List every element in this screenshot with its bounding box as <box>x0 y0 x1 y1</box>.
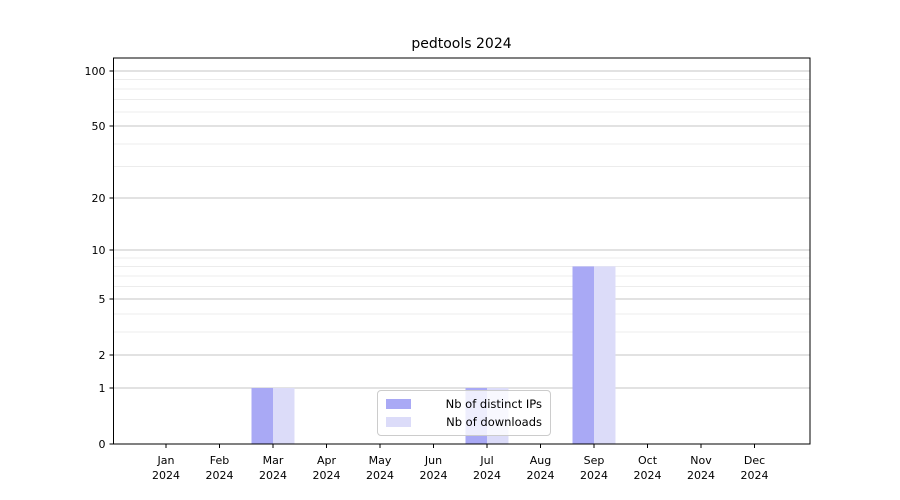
x-tick-label-month: Jun <box>424 454 442 467</box>
x-tick-label-year: 2024 <box>206 469 234 482</box>
legend-item-downloads: Nb of downloads <box>386 413 542 431</box>
x-tick-label-year: 2024 <box>741 469 769 482</box>
y-tick-label: 0 <box>99 438 106 451</box>
x-tick-label-year: 2024 <box>152 469 180 482</box>
legend-label-downloads: Nb of downloads <box>446 415 542 430</box>
y-tick-label: 10 <box>92 244 106 257</box>
x-tick-label-month: May <box>369 454 392 467</box>
x-tick-label-month: Aug <box>530 454 551 467</box>
legend-swatch-downloads <box>386 417 411 428</box>
y-tick-label: 2 <box>99 349 106 362</box>
x-tick-label-year: 2024 <box>366 469 394 482</box>
x-tick-label-year: 2024 <box>687 469 715 482</box>
bar-sep-downloads <box>594 266 616 444</box>
x-tick-label-year: 2024 <box>259 469 287 482</box>
x-tick-label-month: Dec <box>744 454 765 467</box>
x-tick-label-year: 2024 <box>473 469 501 482</box>
y-tick-label: 50 <box>92 120 106 133</box>
axes-spines <box>113 57 811 445</box>
legend: Nb of distinct IPs Nb of downloads <box>377 390 551 436</box>
legend-swatch-distinct-ips <box>386 398 411 409</box>
legend-item-distinct-ips: Nb of distinct IPs <box>386 395 542 413</box>
bar-mar-distinct-ips <box>251 387 273 444</box>
x-tick-label-month: Feb <box>210 454 229 467</box>
x-tick-label-year: 2024 <box>634 469 662 482</box>
bar-mar-downloads <box>273 387 295 444</box>
x-tick-label-year: 2024 <box>580 469 608 482</box>
y-tick-label: 1 <box>99 382 106 395</box>
x-tick-label-year: 2024 <box>420 469 448 482</box>
x-tick-label-month: Jan <box>157 454 175 467</box>
x-tick-label-month: Apr <box>317 454 337 467</box>
y-tick-label: 20 <box>92 192 106 205</box>
x-tick-label-year: 2024 <box>527 469 555 482</box>
x-tick-label-month: Sep <box>584 454 605 467</box>
y-tick-label: 100 <box>85 65 106 78</box>
legend-label-distinct-ips: Nb of distinct IPs <box>445 396 542 411</box>
x-tick-label-month: Mar <box>263 454 284 467</box>
x-tick-label-month: Jul <box>479 454 493 467</box>
y-tick-label: 5 <box>99 293 106 306</box>
bar-sep-distinct-ips <box>572 266 594 444</box>
chart-title: pedtools 2024 <box>411 36 512 52</box>
x-tick-label-year: 2024 <box>313 469 341 482</box>
x-tick-label-month: Nov <box>690 454 712 467</box>
x-tick-label-month: Oct <box>638 454 658 467</box>
